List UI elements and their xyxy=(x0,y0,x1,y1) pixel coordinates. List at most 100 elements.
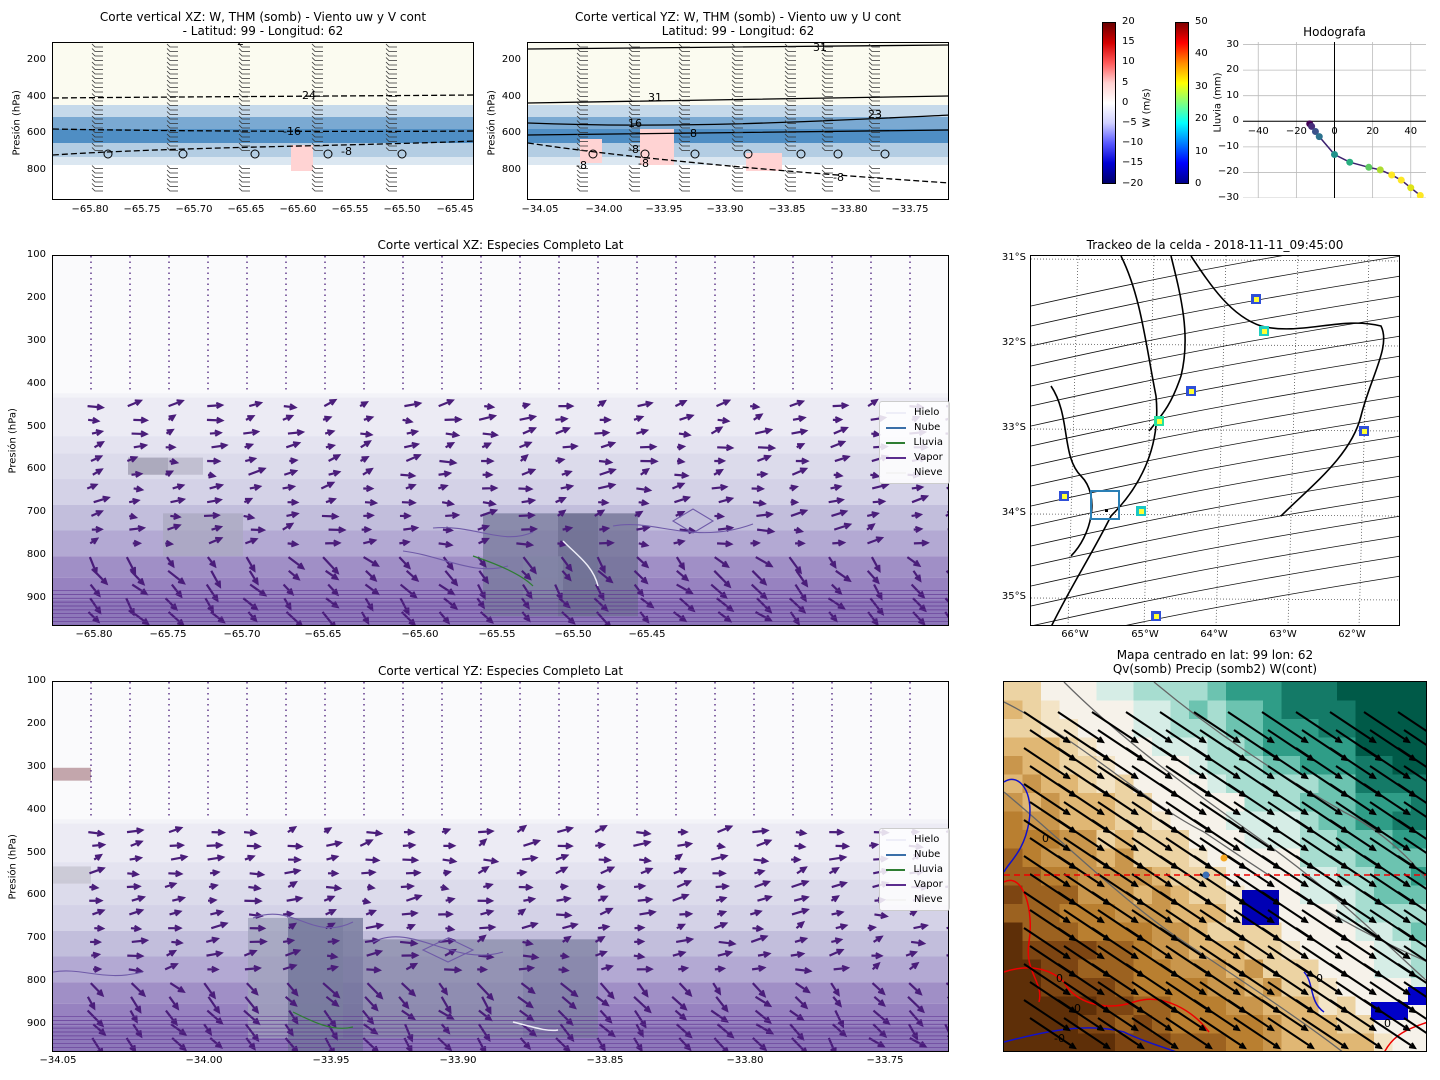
wind-barb xyxy=(678,52,690,57)
precip-core xyxy=(1189,389,1194,394)
wind-barb xyxy=(166,165,178,169)
wind-arrow xyxy=(1125,891,1173,924)
qv-cell xyxy=(1374,737,1393,757)
wind-arrow xyxy=(405,962,419,971)
wind-barb xyxy=(238,165,250,169)
qv-cell xyxy=(1041,737,1060,757)
wind-arrow xyxy=(169,841,186,850)
wind-arrow xyxy=(753,856,770,865)
wind-barb xyxy=(784,129,796,133)
wind-arrow xyxy=(243,1009,261,1026)
wind-barb xyxy=(91,88,103,93)
y-tick-label: 500 xyxy=(26,420,46,432)
wind-arrow xyxy=(92,1023,107,1037)
wind-arrow xyxy=(243,513,256,521)
wind-barb xyxy=(576,178,588,183)
wind-arrow xyxy=(912,570,922,583)
background-band-upper xyxy=(53,43,473,105)
wind-arrow xyxy=(1261,747,1309,780)
wind-barb xyxy=(576,48,588,52)
wind-arrow xyxy=(640,457,659,465)
wind-arrow xyxy=(1227,927,1275,960)
wind-arrow xyxy=(1403,1017,1426,1034)
wind-arrow xyxy=(636,428,650,436)
wind-arrow xyxy=(87,416,101,425)
wind-arrow xyxy=(401,1009,416,1021)
wind-arrow xyxy=(403,441,421,449)
wind-arrow xyxy=(712,982,722,996)
y-tick-label: 700 xyxy=(26,506,46,518)
wind-barb xyxy=(311,169,323,174)
wind-barb xyxy=(311,106,323,111)
wind-arrow xyxy=(558,402,575,410)
bot-yz-plot xyxy=(52,681,949,1052)
wind-arrow xyxy=(1295,783,1343,816)
wind-arrow xyxy=(598,498,610,507)
wind-arrow xyxy=(561,570,572,582)
wind-arrow xyxy=(754,995,773,1008)
wind-arrow xyxy=(749,909,763,917)
wind-arrow xyxy=(908,982,923,996)
wind-arrow xyxy=(405,569,420,583)
top-yz-title-line1: Corte vertical YZ: W, THM (somb) - Vient… xyxy=(575,10,901,24)
wind-barb xyxy=(166,183,178,187)
wind-barb xyxy=(731,165,743,169)
wind-arrow xyxy=(675,511,686,518)
wind-arrow xyxy=(908,1009,924,1028)
wind-barb xyxy=(576,115,588,120)
colorbar-w-tick: −15 xyxy=(1122,157,1144,169)
wind-arrow xyxy=(1227,819,1275,852)
qv-cell xyxy=(1004,719,1023,738)
wind-arrow xyxy=(1329,819,1377,852)
hodograph-point xyxy=(1407,184,1415,192)
contour-label: 0 xyxy=(1074,1002,1081,1015)
wind-arrow xyxy=(795,966,813,975)
wind-arrow xyxy=(444,415,463,424)
qv-cell xyxy=(1244,811,1264,831)
wind-barb xyxy=(91,165,103,169)
wind-barb xyxy=(731,93,743,97)
x-tick-label: −33.80 xyxy=(830,204,868,215)
wind-barb xyxy=(385,70,397,75)
wind-arrow xyxy=(867,398,879,408)
qv-cell xyxy=(1374,682,1393,701)
qv-cell xyxy=(1244,1033,1264,1051)
wind-arrow xyxy=(248,570,259,586)
hielo-contour xyxy=(562,540,599,587)
wind-barb xyxy=(576,138,588,142)
wind-barb xyxy=(238,147,250,151)
wind-barb xyxy=(868,142,880,147)
wind-arrow xyxy=(284,995,298,1007)
wind-barb xyxy=(238,120,250,124)
wind-barb xyxy=(166,124,178,129)
wind-arrow xyxy=(909,909,919,917)
streamline xyxy=(1033,555,1399,625)
wind-arrow xyxy=(398,556,412,570)
wind-arrow xyxy=(597,399,607,408)
wind-arrow xyxy=(599,416,612,424)
wind-arrow xyxy=(359,401,369,408)
wind-barb xyxy=(385,88,397,93)
hodograph-x-tick: 40 xyxy=(1404,126,1418,137)
wind-arrow xyxy=(249,924,267,932)
wind-arrow xyxy=(366,966,382,974)
wind-arrow xyxy=(209,429,223,437)
wind-arrow xyxy=(873,995,886,1007)
wind-arrow xyxy=(870,556,881,574)
qv-cell xyxy=(1004,978,1023,997)
precip-core xyxy=(1362,429,1367,434)
center-map-title-line2: Qv(somb) Precip (somb2) W(cont) xyxy=(1112,662,1318,676)
wind-arrow xyxy=(596,883,606,891)
wind-arrow xyxy=(172,483,186,491)
wind-barb xyxy=(731,183,743,187)
qv-cell xyxy=(1263,700,1282,720)
wind-arrow xyxy=(518,511,536,520)
wind-arrow xyxy=(168,924,183,932)
qv-cell xyxy=(1411,682,1426,701)
wind-arrow xyxy=(834,454,851,463)
streamline xyxy=(1031,275,1399,347)
wind-arrow xyxy=(479,508,499,517)
wind-arrow xyxy=(282,910,295,918)
wind-arrow xyxy=(445,925,456,933)
wind-barb xyxy=(91,183,103,187)
